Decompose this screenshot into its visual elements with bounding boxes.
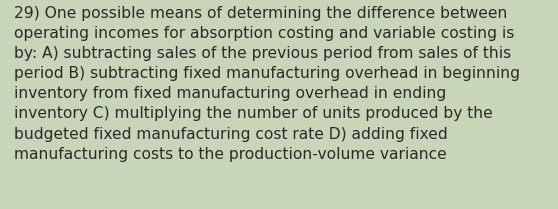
Text: 29) One possible means of determining the difference between
operating incomes f: 29) One possible means of determining th… — [14, 6, 520, 162]
